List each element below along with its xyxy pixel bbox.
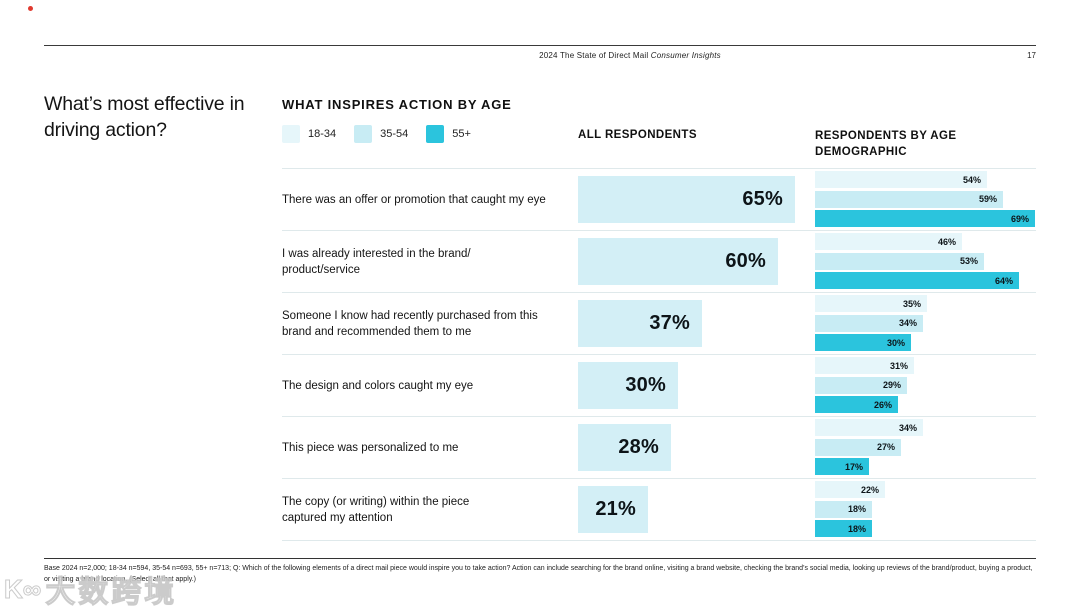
column-header-age-demographic: RESPONDENTS BY AGE DEMOGRAPHIC xyxy=(815,130,957,159)
age-bar-value: 27% xyxy=(876,442,895,452)
age-bar-35-54: 29% xyxy=(815,376,907,394)
age-bar-value: 30% xyxy=(886,337,905,348)
age-bar-value: 18% xyxy=(847,523,866,534)
row-label: The design and colors caught my eye xyxy=(282,379,474,392)
age-bar-value: 29% xyxy=(882,380,901,390)
chart-row: The design and colors caught my eye 30% 31… xyxy=(282,354,1036,416)
age-bar-55+: 18% xyxy=(815,520,872,537)
age-bar-value: 18% xyxy=(847,504,866,514)
legend-swatch-icon xyxy=(354,125,373,143)
all-respondents-value: 28% xyxy=(618,436,659,458)
all-respondents-value: 37% xyxy=(649,312,690,334)
chart-row: Someone I know had recently purchased fr… xyxy=(282,292,1036,354)
age-demographic-bars: 22% 18% 18% xyxy=(815,481,885,540)
age-bar-55+: 64% xyxy=(815,272,1019,289)
age-bar-value: 22% xyxy=(860,484,879,495)
all-respondents-bar: 30% xyxy=(578,362,678,409)
age-bar-value: 26% xyxy=(873,399,892,410)
age-bar-value: 35% xyxy=(902,298,921,309)
footnote-rule xyxy=(44,558,1036,559)
row-label: There was an offer or promotion that cau… xyxy=(282,193,546,206)
age-demographic-bars: 54% 59% 69% xyxy=(815,171,1035,230)
age-bar-value: 59% xyxy=(978,194,997,204)
legend-item: 35-54 xyxy=(354,125,408,143)
age-bar-value: 34% xyxy=(898,422,917,433)
all-respondents-value: 30% xyxy=(625,374,666,396)
legend-item: 55+ xyxy=(426,125,471,143)
legend: 18-34 35-54 55+ xyxy=(282,125,489,143)
chart-row: There was an offer or promotion that cau… xyxy=(282,168,1036,230)
age-bar-18-34: 46% xyxy=(815,233,962,250)
column-header-all-respondents: ALL RESPONDENTS xyxy=(578,129,697,141)
age-bar-value: 64% xyxy=(994,275,1013,286)
age-bar-value: 46% xyxy=(937,236,956,247)
chart-row: The copy (or writing) within the piece c… xyxy=(282,478,1036,540)
age-bar-value: 17% xyxy=(844,461,863,472)
age-bar-value: 34% xyxy=(898,318,917,328)
age-bar-value: 31% xyxy=(889,360,908,371)
document-header: 2024 The State of Direct Mail Consumer I… xyxy=(430,51,830,60)
top-rule xyxy=(44,45,1036,46)
age-bar-55+: 69% xyxy=(815,210,1035,227)
age-bar-18-34: 35% xyxy=(815,295,927,312)
legend-label: 55+ xyxy=(452,128,471,140)
age-bar-18-34: 31% xyxy=(815,357,914,374)
all-respondents-value: 60% xyxy=(725,250,766,272)
age-demographic-bars: 35% 34% 30% xyxy=(815,295,927,354)
footnote: Base 2024 n=2,000; 18-34 n=594, 35-54 n=… xyxy=(44,565,1033,583)
row-label: Someone I know had recently purchased fr… xyxy=(282,309,538,338)
document-header-text: 2024 The State of Direct Mail xyxy=(539,51,651,60)
age-bar-18-34: 54% xyxy=(815,171,987,188)
age-bar-55+: 30% xyxy=(815,334,911,351)
age-demographic-bars: 46% 53% 64% xyxy=(815,233,1019,292)
chart-row: This piece was personalized to me 28% 34% 2… xyxy=(282,416,1036,478)
watermark: K∞ 大数跨境 xyxy=(3,567,178,608)
age-bar-value: 54% xyxy=(962,174,981,185)
legend-swatch-icon xyxy=(282,125,300,143)
all-respondents-value: 21% xyxy=(595,498,636,520)
all-respondents-bar: 37% xyxy=(578,300,702,347)
document-header-text-italic: Consumer Insights xyxy=(650,51,721,60)
age-bar-value: 69% xyxy=(1010,213,1029,224)
row-label: This piece was personalized to me xyxy=(282,441,459,454)
age-bar-18-34: 34% xyxy=(815,419,923,436)
watermark-logo-icon: K∞ xyxy=(3,573,42,604)
chart-row: I was already interested in the brand/ p… xyxy=(282,230,1036,292)
age-bar-35-54: 53% xyxy=(815,252,984,270)
chart-title: WHAT INSPIRES ACTION BY AGE xyxy=(282,97,512,112)
age-bar-35-54: 34% xyxy=(815,314,923,332)
age-bar-35-54: 27% xyxy=(815,438,901,456)
age-bar-55+: 26% xyxy=(815,396,898,413)
page-title: What’s most effective in driving action? xyxy=(44,93,245,141)
all-respondents-bar: 21% xyxy=(578,486,648,533)
legend-label: 35-54 xyxy=(380,128,409,140)
age-demographic-bars: 34% 27% 17% xyxy=(815,419,923,478)
legend-label: 18-34 xyxy=(308,128,337,140)
all-respondents-bar: 65% xyxy=(578,176,795,223)
all-respondents-bar: 60% xyxy=(578,238,778,285)
chart-rows: There was an offer or promotion that cau… xyxy=(282,168,1036,541)
age-bar-value: 53% xyxy=(959,256,978,266)
all-respondents-bar: 28% xyxy=(578,424,671,471)
watermark-text: 大数跨境 xyxy=(45,576,178,608)
legend-swatch-icon xyxy=(426,125,445,143)
row-label: I was already interested in the brand/ p… xyxy=(282,247,471,276)
legend-item: 18-34 xyxy=(282,125,336,143)
age-bar-35-54: 18% xyxy=(815,500,872,518)
page-number: 17 xyxy=(1027,51,1036,60)
age-demographic-bars: 31% 29% 26% xyxy=(815,357,914,416)
age-bar-35-54: 59% xyxy=(815,190,1003,208)
age-bar-55+: 17% xyxy=(815,458,869,475)
age-bar-18-34: 22% xyxy=(815,481,885,498)
all-respondents-value: 65% xyxy=(742,188,783,210)
red-dot-icon xyxy=(28,6,33,11)
row-label: The copy (or writing) within the piece c… xyxy=(282,495,470,524)
